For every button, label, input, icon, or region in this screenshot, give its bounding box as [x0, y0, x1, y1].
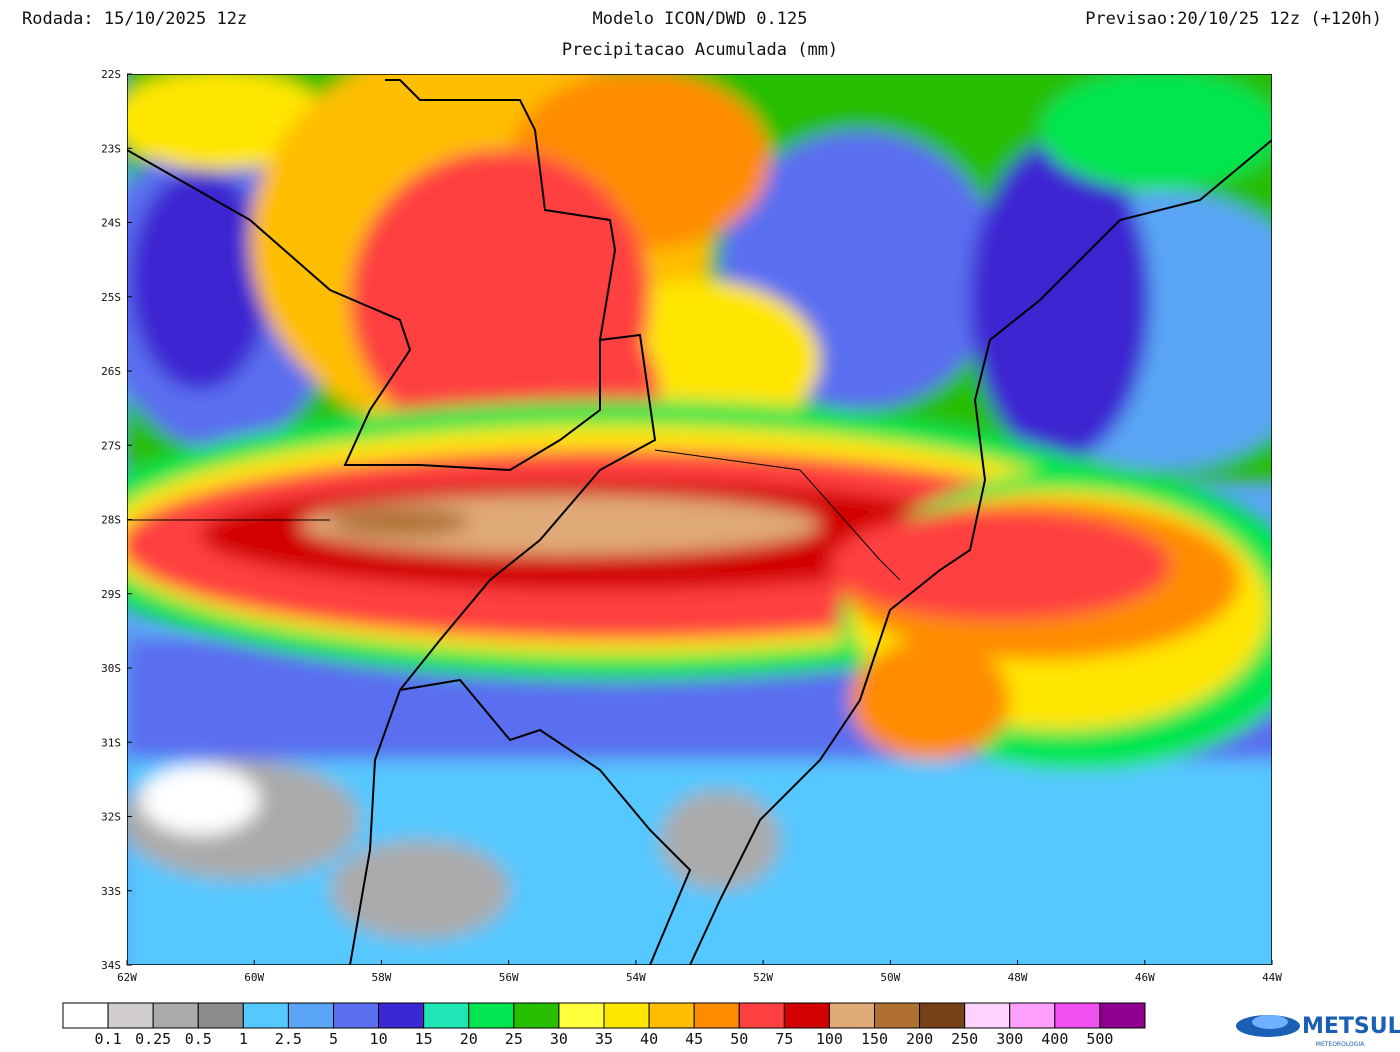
- colorbar-label: 40: [640, 1030, 658, 1048]
- colorbar-label: 15: [415, 1030, 433, 1048]
- logo-tagline: METEOROLOGIA: [1316, 1041, 1365, 1048]
- colorbar-swatch: [333, 1002, 380, 1029]
- lat-label: 33S: [101, 885, 121, 898]
- lon-label: 56W: [499, 971, 519, 984]
- colorbar-swatch: [513, 1002, 560, 1029]
- colorbar-swatch: [378, 1002, 425, 1029]
- colorbar-label: 1: [239, 1030, 248, 1048]
- lat-label: 30S: [101, 662, 121, 675]
- colorbar-label: 0.5: [185, 1030, 212, 1048]
- colorbar-swatch: [152, 1002, 199, 1029]
- lat-label: 22S: [101, 68, 121, 81]
- lon-label: 58W: [372, 971, 392, 984]
- lat-label: 34S: [101, 959, 121, 972]
- colorbar-label: 35: [595, 1030, 613, 1048]
- model-label: Modelo ICON/DWD 0.125: [593, 9, 808, 29]
- colorbar-label: 0.1: [95, 1030, 122, 1048]
- lon-label: 60W: [244, 971, 264, 984]
- colorbar-swatch: [287, 1002, 334, 1029]
- colorbar-label: 2.5: [275, 1030, 302, 1048]
- colorbar-label: 25: [505, 1030, 523, 1048]
- lat-label: 23S: [101, 142, 121, 155]
- lat-label: 29S: [101, 588, 121, 601]
- lon-label: 50W: [880, 971, 900, 984]
- lat-label: 25S: [101, 291, 121, 304]
- colorbar-swatch: [919, 1002, 966, 1029]
- lon-label: 48W: [1008, 971, 1028, 984]
- lon-label: 52W: [753, 971, 773, 984]
- colorbar-swatch: [62, 1002, 109, 1029]
- forecast-label: Previsao:20/10/25 12z (+120h): [1085, 9, 1382, 29]
- colorbar-label: 20: [460, 1030, 478, 1048]
- lon-label: 62W: [117, 971, 137, 984]
- axes: 22S23S24S25S26S27S28S29S30S31S32S33S34S6…: [101, 68, 1282, 984]
- colorbar-swatch: [648, 1002, 695, 1029]
- colorbar-swatch: [558, 1002, 605, 1029]
- colorbar-swatch: [423, 1002, 470, 1029]
- colorbar-swatch: [603, 1002, 650, 1029]
- logo: METSUL METEOROLOGIA: [1236, 1014, 1400, 1048]
- colorbar-label: 10: [370, 1030, 388, 1048]
- colorbar-swatch: [783, 1002, 830, 1029]
- run-label: Rodada: 15/10/2025 12z: [22, 9, 247, 29]
- lon-label: 44W: [1262, 971, 1282, 984]
- colorbar-swatch: [964, 1002, 1011, 1029]
- lat-label: 24S: [101, 217, 121, 230]
- lat-label: 26S: [101, 365, 121, 378]
- colorbar-label: 5: [329, 1030, 338, 1048]
- colorbar-swatch: [242, 1002, 289, 1029]
- lon-label: 54W: [626, 971, 646, 984]
- precipitation-field: [127, 74, 1272, 965]
- lat-label: 27S: [101, 439, 121, 452]
- colorbar-label: 500: [1086, 1030, 1113, 1048]
- colorbar-label: 75: [775, 1030, 793, 1048]
- colorbar: 0.1 0.25 0.5 1 2.5 5 10 15 20 25 30 35 40 45 50 75 100 15…: [62, 1002, 1146, 1048]
- colorbar-swatch: [1009, 1002, 1056, 1029]
- colorbar-swatch: [107, 1002, 154, 1029]
- colorbar-swatch: [874, 1002, 921, 1029]
- colorbar-label: 30: [550, 1030, 568, 1048]
- colorbar-label: 50: [730, 1030, 748, 1048]
- colorbar-label: 250: [951, 1030, 978, 1048]
- colorbar-label: 0.25: [135, 1030, 171, 1048]
- colorbar-swatch: [468, 1002, 515, 1029]
- lon-label: 46W: [1135, 971, 1155, 984]
- colorbar-label: 200: [906, 1030, 933, 1048]
- lat-label: 28S: [101, 514, 121, 527]
- colorbar-label: 150: [861, 1030, 888, 1048]
- colorbar-label: 400: [1041, 1030, 1068, 1048]
- colorbar-label: 300: [996, 1030, 1023, 1048]
- colorbar-swatch: [1099, 1002, 1146, 1029]
- colorbar-label: 45: [685, 1030, 703, 1048]
- colorbar-swatch: [693, 1002, 740, 1029]
- lat-label: 31S: [101, 736, 121, 749]
- colorbar-swatch: [1054, 1002, 1101, 1029]
- logo-highlight: [1252, 1015, 1288, 1029]
- borders: [127, 79, 1272, 965]
- lat-label: 32S: [101, 811, 121, 824]
- colorbar-swatch: [197, 1002, 244, 1029]
- subtitle: Precipitacao Acumulada (mm): [562, 40, 838, 60]
- colorbar-label: 100: [816, 1030, 843, 1048]
- colorbar-swatch: [738, 1002, 785, 1029]
- colorbar-swatch: [828, 1002, 876, 1029]
- logo-name: METSUL: [1302, 1014, 1400, 1039]
